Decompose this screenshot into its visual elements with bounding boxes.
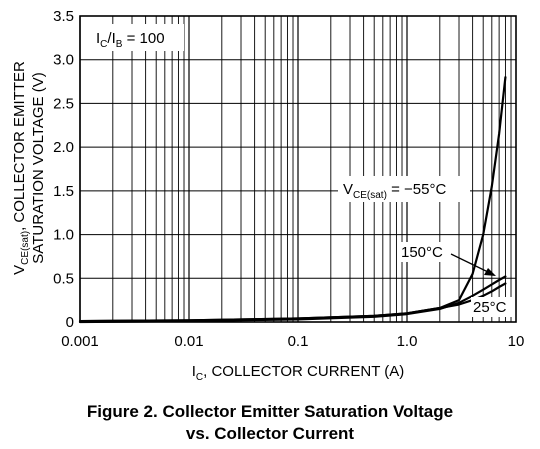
annotation-150-bg — [398, 242, 452, 262]
condition-label: IC/IB = 100 — [96, 30, 165, 50]
condition-ib-sub: B — [116, 39, 123, 50]
figure-caption-line2: vs. Collector Current — [185, 424, 355, 443]
condition-value: = 100 — [122, 30, 164, 47]
y-tick-label: 1.0 — [53, 227, 74, 244]
condition-sep: /I — [107, 30, 115, 47]
annotation-neg55-sub: CE(sat) — [353, 190, 387, 201]
annotation-neg55: VCE(sat) = −55°C — [343, 181, 446, 201]
y-axis-label: VCE(sat), COLLECTOR EMITTER SATURATION V… — [11, 61, 47, 275]
series-layer — [78, 76, 507, 324]
x-tick-label: 0.1 — [288, 333, 309, 350]
y-tick-label: 2.5 — [53, 95, 74, 112]
x-tick-label: 0.01 — [174, 333, 203, 350]
figure-caption-line1: Figure 2. Collector Emitter Saturation V… — [86, 402, 454, 421]
annotation-neg55-v: V — [343, 181, 353, 198]
x-tick-label: 10 — [508, 333, 525, 350]
y-tick-label: 0 — [66, 314, 74, 331]
x-axis-label-i: I — [192, 363, 196, 380]
y-axis-label-v: V — [11, 265, 28, 275]
grid — [79, 15, 516, 323]
x-axis-label-rest: , COLLECTOR CURRENT (A) — [203, 363, 404, 380]
y-tick-label: 0.5 — [53, 270, 74, 287]
tick-labels: 0.001 0.01 0.1 1.0 10 0 0.5 1.0 1.5 2.0 2.5 3.0 3.5 — [53, 8, 524, 350]
plot-frame — [79, 15, 517, 323]
y-tick-label: 3.5 — [53, 8, 74, 25]
y-tick-label: 1.5 — [53, 183, 74, 200]
annotation-150-arrow-line — [450, 253, 489, 273]
annotation-neg55-value: = −55°C — [387, 181, 447, 198]
x-tick-label: 1.0 — [397, 333, 418, 350]
series-line-2 — [78, 282, 507, 323]
annotation-150: 150°C — [401, 244, 443, 261]
y-tick-label: 2.0 — [53, 139, 74, 156]
condition-ic: I — [96, 30, 100, 47]
annotation-neg55-bg — [338, 176, 470, 202]
x-axis-label: IC, COLLECTOR CURRENT (A) — [192, 363, 405, 383]
condition-ic-sub: C — [100, 39, 107, 50]
annotation-150-arrowhead — [484, 268, 496, 276]
y-axis-label-rest: , COLLECTOR EMITTER — [11, 61, 28, 231]
annotation-25: 25°C — [473, 299, 507, 316]
annotation-25-bg — [471, 297, 515, 317]
y-axis-label-sub: CE(sat) — [20, 231, 31, 265]
condition-box — [90, 24, 184, 51]
chart: 0.001 0.01 0.1 1.0 1000.51.01.52.02.53.03.5 … — [11, 8, 524, 383]
x-tick-label: 0.001 — [61, 333, 99, 350]
y-axis-label-line1: VCE(sat), COLLECTOR EMITTER — [11, 61, 31, 275]
y-axis-label-line2: SATURATION VOLTAGE (V) — [30, 72, 47, 263]
y-tick-label: 3.0 — [53, 52, 74, 69]
x-axis-label-sub: C — [196, 372, 203, 383]
